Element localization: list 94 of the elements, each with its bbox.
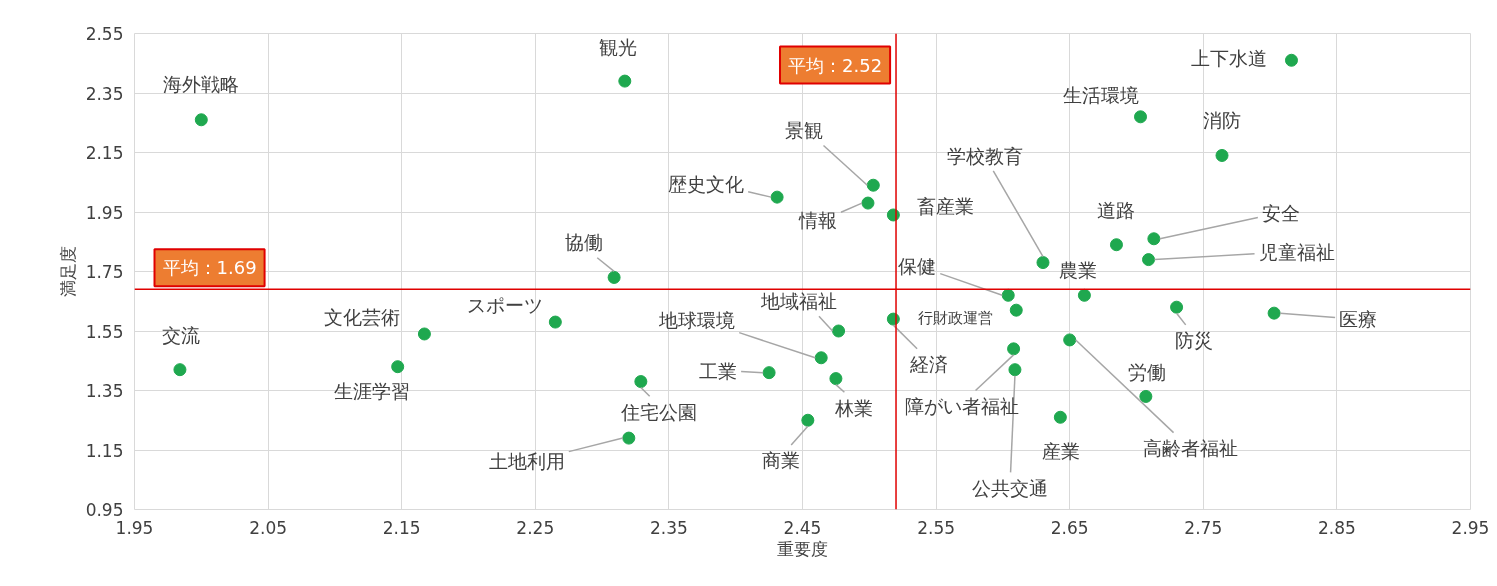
point: [829, 372, 843, 386]
point: [1009, 303, 1023, 317]
point: [1077, 288, 1091, 302]
annotation: 農業: [1059, 259, 1098, 282]
annotation: 情報: [797, 209, 837, 232]
annotation: 産業: [1042, 440, 1081, 463]
x-tick-label: 2.75: [1184, 517, 1223, 538]
ref-line-label: 平均：2.52: [788, 54, 883, 76]
ref-line-label: 平均：1.69: [162, 257, 257, 279]
point: [1109, 238, 1123, 252]
annotation: 学校教育: [946, 144, 1023, 167]
annotation: 文化芸術: [324, 305, 401, 328]
annotation: 畜産業: [916, 194, 974, 217]
y-tick-label: 2.15: [85, 143, 124, 163]
point: [861, 196, 875, 210]
point: [1007, 342, 1021, 356]
point: [1063, 333, 1077, 347]
annotation: 住宅公園: [619, 400, 697, 423]
annotation: 歴史文化: [668, 173, 745, 196]
point: [866, 178, 880, 192]
y-tick-label: 0.95: [85, 500, 124, 520]
annotation: 交流: [161, 323, 200, 346]
annotation: 協働: [565, 231, 604, 254]
annotation: 行財政運営: [917, 309, 993, 328]
annotation: 土地利用: [488, 450, 565, 473]
annotation: 経済: [909, 353, 949, 376]
point: [194, 113, 208, 127]
point: [173, 363, 187, 377]
x-tick-label: 1.95: [115, 517, 154, 538]
y-tick-label: 1.55: [85, 321, 124, 342]
point: [1001, 288, 1015, 302]
x-tick-label: 2.95: [1451, 517, 1490, 538]
annotation: 景観: [785, 119, 824, 142]
point: [1134, 110, 1148, 124]
annotation: 海外戦略: [163, 72, 240, 95]
point: [762, 366, 776, 380]
point: [391, 360, 405, 374]
point: [607, 270, 621, 284]
annotation: 保健: [898, 255, 937, 278]
point: [832, 324, 846, 338]
point: [770, 190, 784, 204]
x-tick-label: 2.35: [649, 517, 688, 538]
annotation: 安全: [1261, 201, 1300, 224]
point: [1036, 256, 1050, 270]
point: [417, 327, 431, 341]
point: [622, 431, 636, 445]
annotation: 医療: [1339, 308, 1378, 331]
point: [548, 315, 562, 329]
x-tick-label: 2.25: [516, 517, 555, 538]
annotation: 消防: [1203, 109, 1241, 132]
point: [1008, 363, 1022, 377]
point: [1147, 232, 1161, 246]
point: [1142, 253, 1156, 267]
y-tick-label: 1.75: [85, 262, 124, 282]
x-tick-label: 2.05: [249, 517, 288, 538]
point: [1284, 53, 1298, 67]
annotation: 防災: [1174, 329, 1213, 352]
point: [1170, 300, 1184, 314]
point: [634, 375, 648, 389]
x-tick-label: 2.55: [917, 517, 956, 538]
x-tick-label: 2.85: [1317, 517, 1356, 538]
annotation: 児童福祉: [1258, 240, 1335, 263]
annotation: 高齢者福祉: [1143, 436, 1239, 459]
point: [618, 74, 632, 88]
annotation: 観光: [598, 36, 637, 59]
y-tick-label: 1.35: [85, 381, 124, 401]
point: [1053, 410, 1067, 424]
annotation: 上下水道: [1191, 47, 1268, 70]
annotation: 生活環境: [1062, 83, 1139, 106]
annotation: 地球環境: [658, 308, 736, 331]
annotation: 商業: [761, 449, 800, 472]
annotation: スポーツ: [467, 294, 544, 317]
annotation: 工業: [699, 359, 738, 382]
annotation: 労働: [1127, 361, 1166, 384]
annotation: 障がい者福祉: [904, 394, 1019, 417]
y-tick-label: 2.55: [85, 24, 124, 44]
y-axis-title: 満足度: [57, 246, 78, 297]
point: [814, 351, 828, 365]
point: [801, 413, 815, 427]
annotation: 公共交通: [971, 476, 1048, 499]
point: [1267, 306, 1281, 320]
x-tick-label: 2.45: [783, 517, 822, 538]
annotation: 道路: [1097, 198, 1136, 221]
annotation: 生涯学習: [333, 379, 410, 402]
x-tick-label: 2.65: [1050, 517, 1089, 538]
annotation: 地域福祉: [759, 290, 837, 312]
point: [1215, 148, 1229, 162]
x-tick-label: 2.15: [382, 517, 421, 538]
y-tick-label: 1.95: [85, 202, 124, 223]
x-axis-title: 重要度: [777, 538, 828, 559]
y-tick-label: 1.15: [85, 440, 124, 461]
point: [1139, 389, 1153, 403]
y-tick-label: 2.35: [85, 83, 124, 104]
annotation: 林業: [833, 396, 873, 419]
